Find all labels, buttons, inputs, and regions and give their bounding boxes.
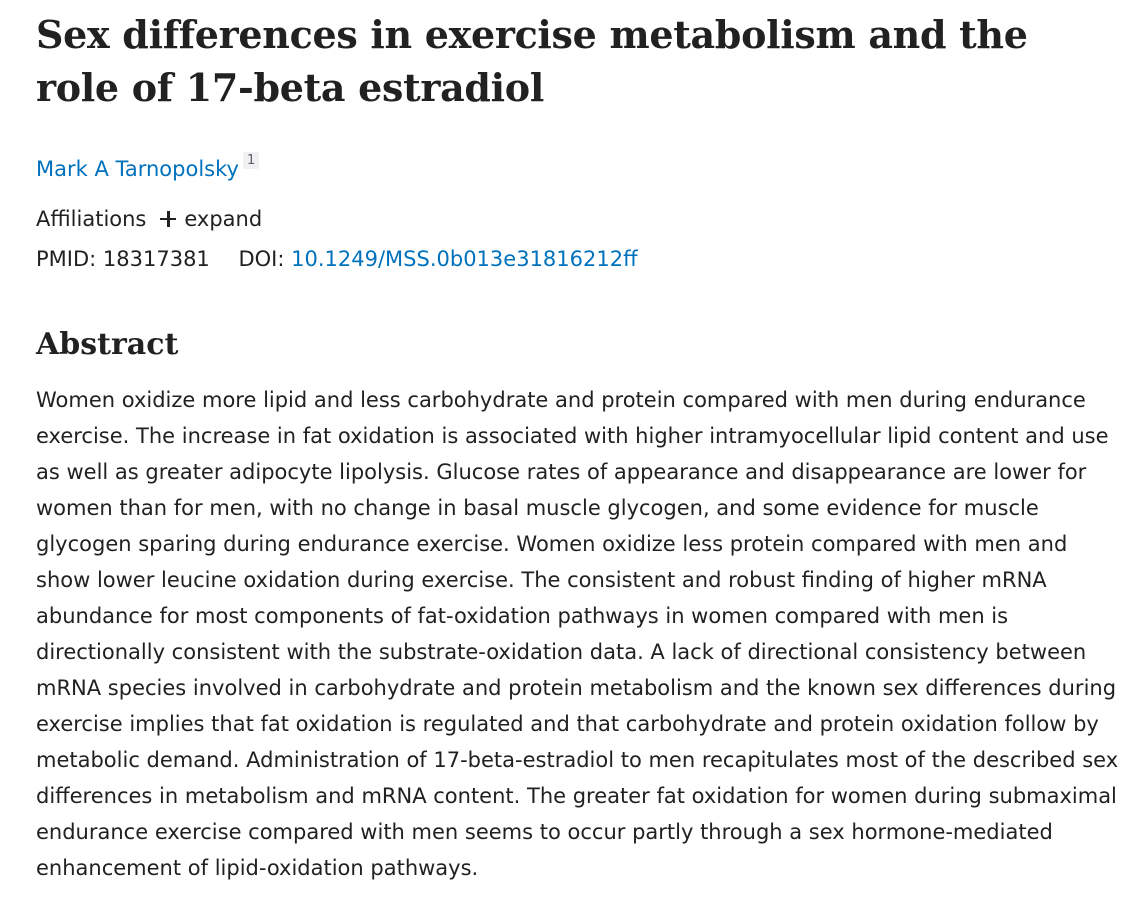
affiliations-expand-button[interactable]: expand (160, 206, 262, 232)
identifiers-row: PMID: 18317381 DOI: 10.1249/MSS.0b013e31… (36, 246, 1112, 272)
plus-icon (160, 211, 177, 227)
author-link[interactable]: Mark A Tarnopolsky (36, 157, 239, 181)
doi-link[interactable]: 10.1249/MSS.0b013e31816212ff (291, 247, 638, 271)
affiliations-label: Affiliations (36, 207, 147, 231)
abstract-heading: Abstract (36, 327, 179, 362)
article-page: Sex differences in exercise metabolism a… (36, 12, 1119, 880)
expand-label: expand (184, 207, 263, 231)
pmid-value: 18317381 (102, 247, 210, 271)
affiliation-ref[interactable]: 1 (242, 152, 260, 169)
doi-label: DOI: (238, 247, 292, 271)
pmid-label: PMID: (36, 247, 103, 271)
author-list: Mark A Tarnopolsky 1 (36, 152, 1112, 181)
article-title: Sex differences in exercise metabolism a… (36, 12, 1028, 110)
affiliations-row: Affiliations expand (36, 206, 1112, 232)
abstract-text: Women oxidize more lipid and less carboh… (36, 388, 1119, 880)
